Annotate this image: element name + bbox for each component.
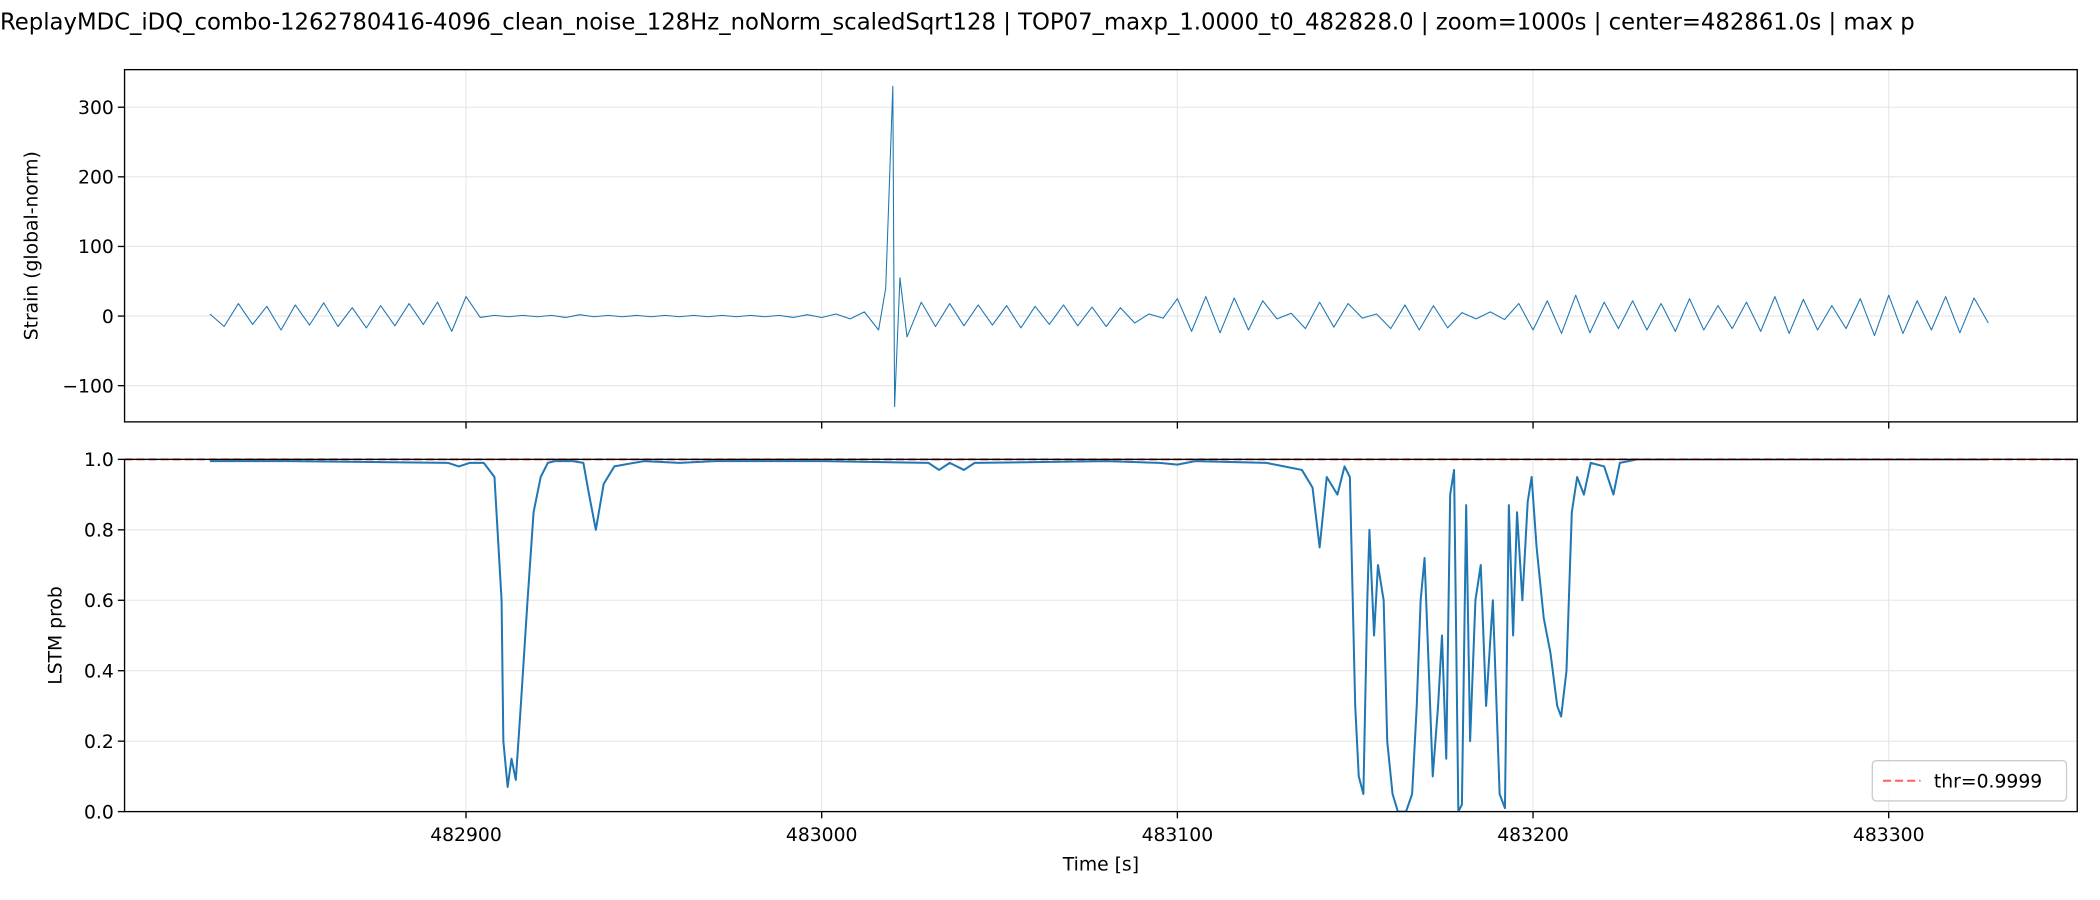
plot-area	[209, 85, 1989, 408]
axes-frame	[123, 458, 2078, 813]
y-tick-label: 1.0	[84, 450, 114, 471]
axes-frame	[123, 68, 2078, 423]
x-tick-label: 483000	[786, 825, 858, 846]
x-tick-label: 483100	[1142, 825, 1214, 846]
y-tick-label: −100	[62, 376, 114, 397]
data-line	[209, 459, 1989, 812]
y-tick-label: 0.6	[84, 591, 114, 612]
y-tick-label: 0.8	[84, 521, 114, 542]
y-tick-label: 0.0	[84, 802, 114, 823]
x-axis-label: Time [s]	[1062, 855, 1139, 876]
plot-area	[209, 459, 1989, 812]
y-tick-label: 0	[102, 307, 114, 328]
y-axis-label: LSTM prob	[46, 586, 67, 685]
legend-box	[1871, 760, 2068, 802]
y-tick-label: 0.2	[84, 732, 114, 753]
x-tick-label: 482900	[430, 825, 502, 846]
x-tick-label: 483200	[1497, 825, 1569, 846]
chart-title: ReplayMDC_iDQ_combo-1262780416-4096_clea…	[0, 9, 1915, 35]
y-tick-label: 0.4	[84, 661, 114, 682]
y-axis-label: Strain (global-norm)	[21, 151, 42, 340]
y-tick-label: 200	[78, 168, 114, 189]
data-line	[209, 85, 1989, 408]
x-tick-label: 483300	[1853, 825, 1925, 846]
legend-label: thr=0.9999	[1934, 772, 2042, 793]
y-tick-label: 100	[78, 237, 114, 258]
y-tick-label: 300	[78, 98, 114, 119]
